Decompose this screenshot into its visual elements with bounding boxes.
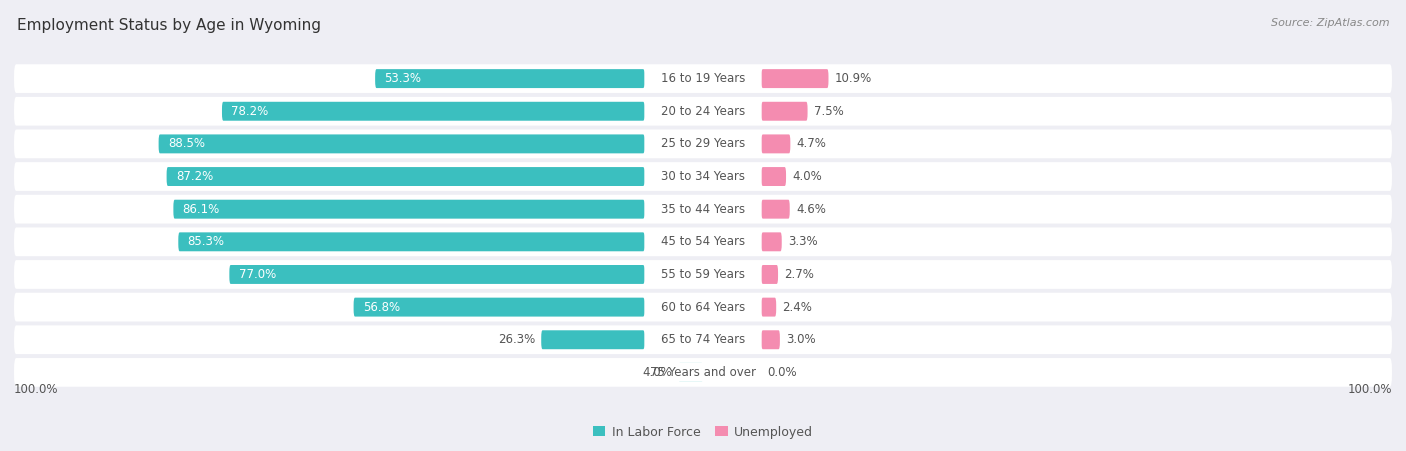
FancyBboxPatch shape [14,260,1392,289]
FancyBboxPatch shape [354,298,644,317]
Text: 75 Years and over: 75 Years and over [650,366,756,379]
Text: 86.1%: 86.1% [183,202,219,216]
Text: 87.2%: 87.2% [176,170,214,183]
FancyBboxPatch shape [762,102,807,121]
Text: 4.6%: 4.6% [796,202,825,216]
FancyBboxPatch shape [166,167,644,186]
Text: 100.0%: 100.0% [1347,383,1392,396]
Text: 88.5%: 88.5% [167,138,205,150]
Text: 2.7%: 2.7% [785,268,814,281]
FancyBboxPatch shape [762,232,782,251]
Text: 4.0%: 4.0% [792,170,823,183]
FancyBboxPatch shape [762,330,780,349]
FancyBboxPatch shape [762,265,778,284]
Text: 2.4%: 2.4% [782,301,813,313]
Text: 78.2%: 78.2% [231,105,269,118]
Text: 0.0%: 0.0% [768,366,797,379]
Text: 30 to 34 Years: 30 to 34 Years [661,170,745,183]
FancyBboxPatch shape [375,69,644,88]
Text: Source: ZipAtlas.com: Source: ZipAtlas.com [1271,18,1389,28]
FancyBboxPatch shape [644,330,762,349]
FancyBboxPatch shape [14,129,1392,158]
Text: 4.0%: 4.0% [643,366,672,379]
FancyBboxPatch shape [644,134,762,153]
FancyBboxPatch shape [222,102,644,121]
Text: 16 to 19 Years: 16 to 19 Years [661,72,745,85]
FancyBboxPatch shape [644,167,762,186]
Text: 7.5%: 7.5% [814,105,844,118]
FancyBboxPatch shape [14,358,1392,387]
Text: 45 to 54 Years: 45 to 54 Years [661,235,745,249]
Text: 35 to 44 Years: 35 to 44 Years [661,202,745,216]
Text: 65 to 74 Years: 65 to 74 Years [661,333,745,346]
FancyBboxPatch shape [762,167,786,186]
Text: 85.3%: 85.3% [187,235,225,249]
FancyBboxPatch shape [541,330,644,349]
Text: 3.0%: 3.0% [786,333,815,346]
FancyBboxPatch shape [14,64,1392,93]
Text: 20 to 24 Years: 20 to 24 Years [661,105,745,118]
Text: 55 to 59 Years: 55 to 59 Years [661,268,745,281]
Text: 60 to 64 Years: 60 to 64 Years [661,301,745,313]
Text: 4.7%: 4.7% [796,138,827,150]
Text: 77.0%: 77.0% [239,268,276,281]
Text: 3.3%: 3.3% [787,235,817,249]
FancyBboxPatch shape [14,162,1392,191]
FancyBboxPatch shape [229,265,644,284]
Text: 100.0%: 100.0% [14,383,59,396]
Text: 10.9%: 10.9% [835,72,872,85]
Text: 25 to 29 Years: 25 to 29 Years [661,138,745,150]
FancyBboxPatch shape [644,363,762,382]
FancyBboxPatch shape [678,363,703,382]
Text: Employment Status by Age in Wyoming: Employment Status by Age in Wyoming [17,18,321,33]
FancyBboxPatch shape [762,298,776,317]
Text: 26.3%: 26.3% [498,333,536,346]
FancyBboxPatch shape [762,200,790,219]
FancyBboxPatch shape [14,195,1392,224]
FancyBboxPatch shape [14,97,1392,126]
FancyBboxPatch shape [179,232,644,251]
FancyBboxPatch shape [762,134,790,153]
FancyBboxPatch shape [644,200,762,219]
FancyBboxPatch shape [14,325,1392,354]
FancyBboxPatch shape [644,102,762,121]
FancyBboxPatch shape [644,69,762,88]
FancyBboxPatch shape [159,134,644,153]
Text: 56.8%: 56.8% [363,301,399,313]
FancyBboxPatch shape [644,232,762,251]
Legend: In Labor Force, Unemployed: In Labor Force, Unemployed [593,426,813,439]
FancyBboxPatch shape [762,69,828,88]
FancyBboxPatch shape [644,298,762,317]
FancyBboxPatch shape [173,200,644,219]
FancyBboxPatch shape [14,227,1392,256]
FancyBboxPatch shape [644,265,762,284]
Text: 53.3%: 53.3% [384,72,422,85]
FancyBboxPatch shape [14,293,1392,322]
